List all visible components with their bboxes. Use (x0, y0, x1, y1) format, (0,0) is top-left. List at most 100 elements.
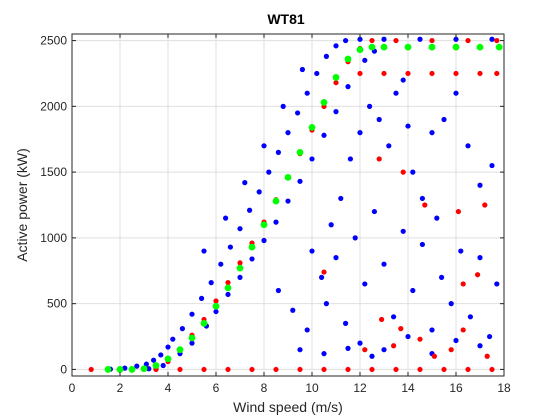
scatter-point (439, 274, 445, 280)
scatter-point (321, 132, 327, 138)
scatter-point (494, 70, 500, 77)
scatter-point (225, 291, 231, 298)
scatter-point (381, 261, 387, 267)
scatter-point (431, 353, 437, 359)
scatter-point (345, 84, 351, 90)
scatter-point (158, 352, 164, 358)
scatter-point (452, 43, 460, 51)
scatter-point (189, 311, 195, 317)
scatter-point (189, 340, 195, 346)
scatter-point (417, 336, 423, 342)
scatter-point (201, 366, 207, 373)
scatter-point (213, 298, 219, 304)
scatter-point (179, 326, 185, 332)
scatter-point (333, 109, 339, 115)
scatter-point (285, 198, 291, 204)
scatter-point (284, 173, 292, 181)
y-tick-label: 0 (60, 362, 67, 376)
chart-title: WT81 (267, 11, 305, 27)
x-tick-label: 18 (497, 381, 511, 395)
scatter-point (299, 66, 305, 73)
scatter-point (455, 208, 461, 215)
scatter-point (280, 103, 286, 109)
scatter-point (429, 130, 435, 136)
scatter-point (260, 221, 268, 229)
scatter-point (482, 202, 488, 208)
scatter-point (343, 37, 349, 44)
scatter-point (453, 337, 459, 344)
scatter-point (160, 362, 166, 369)
scatter-point (177, 366, 183, 373)
scatter-point (237, 226, 243, 232)
scatter-point (321, 366, 327, 373)
scatter-point (146, 366, 152, 372)
grid (71, 34, 505, 376)
scatter-point (261, 143, 267, 149)
scatter-point (308, 123, 316, 131)
scatter-point (487, 333, 493, 340)
x-tick-label: 0 (69, 381, 76, 395)
scatter-point (200, 319, 208, 327)
scatter-point (128, 366, 136, 373)
scatter-point (453, 36, 459, 42)
scatter-point (296, 148, 304, 156)
x-tick-label: 10 (305, 381, 319, 395)
y-tick-label: 2500 (40, 34, 67, 48)
scatter-point (448, 347, 454, 353)
scatter-point (410, 287, 416, 294)
scatter-point (290, 307, 296, 313)
scatter-point (320, 99, 328, 106)
scatter-point (362, 57, 368, 63)
scatter-point (249, 366, 255, 373)
scatter-point (309, 248, 315, 254)
x-tick-label: 12 (353, 381, 367, 395)
scatter-point (248, 243, 256, 251)
scatter-point (460, 281, 466, 287)
scatter-point (143, 361, 149, 367)
scatter-point (489, 36, 495, 42)
scatter-point (465, 366, 471, 373)
scatter-point (297, 347, 303, 353)
scatter-point (489, 366, 495, 373)
scatter-point (429, 37, 435, 44)
scatter-point (273, 366, 279, 373)
scatter-point (381, 36, 387, 42)
scatter-point (369, 37, 375, 44)
scatter-point (376, 116, 382, 123)
scatter-point (151, 357, 157, 363)
scatter-point (357, 340, 363, 346)
scatter-point (376, 156, 382, 162)
scatter-point (357, 36, 363, 42)
scatter-point (319, 274, 325, 280)
scatter-point (218, 261, 224, 267)
scatter-point (227, 244, 233, 250)
scatter-point (247, 207, 253, 213)
scatter-point (224, 284, 232, 292)
scatter-point (369, 353, 375, 359)
scatter-point (495, 43, 503, 51)
scatter-point (405, 70, 411, 77)
scatter-point (134, 363, 140, 369)
scatter-point (448, 301, 454, 307)
scatter-point (237, 260, 243, 266)
scatter-point (285, 130, 291, 136)
x-tick-label: 16 (449, 381, 463, 395)
scatter-point (465, 37, 471, 44)
scatter-point (391, 343, 397, 349)
scatter-point (441, 366, 447, 373)
scatter-point (489, 162, 495, 169)
scatter-point (477, 70, 483, 77)
scatter-point (323, 53, 329, 59)
scatter-point (405, 333, 411, 340)
scatter-point (476, 43, 484, 51)
scatter-point (477, 255, 483, 261)
scatter-point (201, 248, 207, 254)
scatter-point (333, 80, 339, 86)
scatter-point (393, 90, 399, 96)
scatter-point (380, 43, 388, 51)
scatter-point (261, 237, 267, 244)
scatter-point (266, 169, 272, 175)
scatter-point (345, 345, 351, 351)
scatter-point (419, 241, 425, 248)
scatter-point (323, 301, 329, 307)
